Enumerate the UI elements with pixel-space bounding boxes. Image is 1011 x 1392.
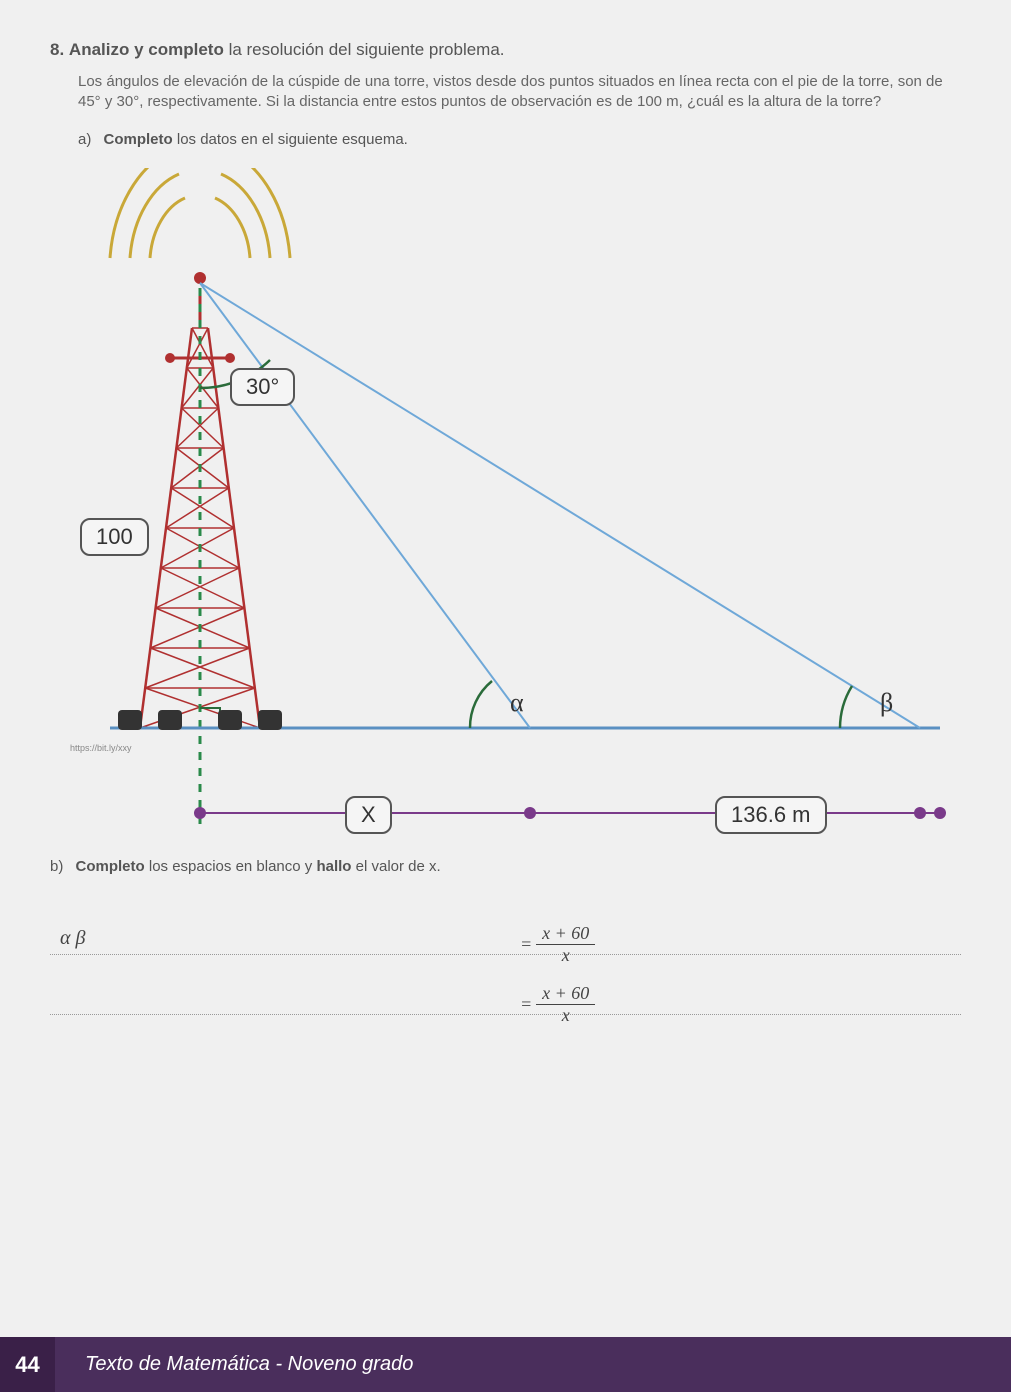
equals-1: =: [520, 934, 532, 955]
fraction-2: = x + 60 x: [520, 983, 595, 1026]
sight-line-alpha: [200, 283, 530, 728]
part-a-rest: los datos en el siguiente esquema.: [173, 131, 408, 148]
work-line-2: = x + 60 x: [50, 975, 961, 1015]
frac1-denominator: x: [556, 945, 576, 966]
part-b-rest: el valor de x.: [351, 858, 440, 875]
problem-title-bold: Analizo y completo: [69, 40, 224, 59]
page-number: 44: [0, 1337, 55, 1392]
angle-arc-alpha: [470, 681, 492, 728]
sight-line-beta: [200, 283, 920, 728]
work-area: α β = x + 60 x = x + 60 x: [50, 915, 961, 1015]
problem-header: 8. Analizo y completo la resolución del …: [50, 40, 961, 60]
diagram-svg: [50, 168, 950, 848]
problem-number: 8.: [50, 40, 64, 59]
angle-top-label: 30°: [230, 368, 295, 406]
work-line-1: α β = x + 60 x: [50, 915, 961, 955]
part-a-bold: Completo: [104, 131, 173, 148]
beta-label: β: [880, 688, 893, 718]
signal-arcs-icon: [110, 168, 290, 258]
part-b-bold2: hallo: [316, 858, 351, 875]
image-credit: https://bit.ly/xxy: [70, 743, 132, 753]
alpha-beta-label: α β: [50, 927, 85, 954]
problem-statement: Los ángulos de elevación de la cúspide d…: [50, 72, 961, 113]
fraction-1: = x + 60 x: [520, 923, 595, 966]
frac2-denominator: x: [556, 1005, 576, 1026]
alpha-label: α: [510, 688, 524, 718]
frac1-numerator: x + 60: [536, 923, 595, 945]
height-label: 100: [80, 518, 149, 556]
angle-arc-beta: [840, 686, 852, 728]
segment2-label: 136.6 m: [715, 796, 827, 834]
diagram: 30° 100 α β X 136.6 m https://bit.ly/xxy: [50, 168, 950, 848]
dimension-line: [194, 807, 946, 819]
part-a-letter: a): [78, 131, 91, 148]
part-b: b) Completo los espacios en blanco y hal…: [50, 858, 961, 875]
footer-text: Texto de Matemática - Noveno grado: [85, 1353, 413, 1376]
part-b-letter: b): [50, 858, 63, 875]
equals-2: =: [520, 994, 532, 1015]
part-b-mid: los espacios en blanco y: [145, 858, 317, 875]
part-b-bold: Completo: [76, 858, 145, 875]
problem-title-rest: la resolución del siguiente problema.: [224, 40, 505, 59]
frac2-numerator: x + 60: [536, 983, 595, 1005]
x-label: X: [345, 796, 392, 834]
footer: 44 Texto de Matemática - Noveno grado: [0, 1337, 1011, 1392]
part-a: a) Completo los datos en el siguiente es…: [50, 131, 961, 148]
